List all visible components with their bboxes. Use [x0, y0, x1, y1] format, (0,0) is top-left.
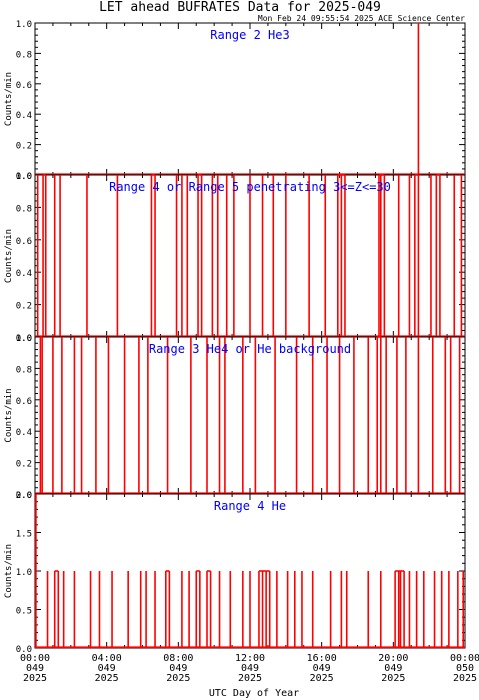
y-tick-label: 0.2 — [16, 460, 32, 470]
y-tick-label: 0.6 — [16, 237, 32, 247]
y-tick-label: 0.8 — [16, 365, 32, 375]
chart-panel: 0.0 0.2 0.4 0.6 0.8 1.0 Counts/min Range 4 or R… — [4, 172, 466, 344]
x-tick-label-time: 08:00 — [163, 653, 193, 664]
x-tick-label-doy: 050 — [456, 663, 474, 674]
panel-frame — [34, 22, 466, 176]
y-axis-label: Counts/min — [4, 229, 14, 283]
y-axis-label: Counts/min — [4, 544, 14, 598]
x-axis-label: UTC Day of Year — [209, 688, 299, 699]
x-tick-label-year: 2025 — [166, 673, 190, 684]
y-tick-label: 0.4 — [16, 269, 32, 279]
y-tick-label: 1.5 — [16, 530, 32, 540]
panel-title: Range 4 or Range 5 penetrating 3<=Z<=30 — [109, 180, 391, 194]
x-tick-label-time: 00:00 — [20, 653, 50, 664]
x-axis: 00:00049202504:00049202508:00049202512:0… — [20, 653, 479, 684]
x-tick-label-year: 2025 — [23, 673, 47, 684]
x-tick-label-time: 20:00 — [378, 653, 408, 664]
series-data — [35, 174, 465, 338]
y-tick-label: 0.8 — [16, 204, 32, 214]
y-tick-label: 0.6 — [16, 81, 32, 91]
panel-title: Range 3 He4 or He background — [149, 342, 351, 356]
y-tick-label: 0.0 — [16, 491, 32, 501]
panel-title: Range 2 He3 — [210, 28, 289, 42]
y-tick-label: 0.4 — [16, 111, 32, 121]
chart-panel: 0.0 0.2 0.4 0.6 0.8 1.0 Counts/min Range 2 He3 — [4, 20, 466, 182]
y-tick-label: 0.8 — [16, 50, 32, 60]
x-tick-label-doy: 049 — [241, 663, 259, 674]
panel-frame — [34, 336, 466, 495]
x-tick-label-doy: 049 — [384, 663, 402, 674]
x-tick-label-time: 00:00 — [450, 653, 479, 664]
x-tick-label-time: 12:00 — [235, 653, 265, 664]
x-tick-label-year: 2025 — [381, 673, 405, 684]
x-tick-label-time: 04:00 — [92, 653, 122, 664]
y-tick-label: 0.2 — [16, 142, 32, 152]
chart-panel: 0.0 0.2 0.4 0.6 0.8 1.0 Counts/min Range 3 He4 … — [4, 334, 466, 501]
y-tick-label: 0.0 — [16, 172, 32, 182]
series-data — [35, 494, 465, 649]
chart-title: LET ahead BUFRATES Data for 2025-049 — [99, 0, 381, 15]
y-axis-label: Counts/min — [4, 388, 14, 442]
x-tick-label-doy: 049 — [313, 663, 331, 674]
y-tick-label: 0.4 — [16, 428, 32, 438]
y-tick-label: 0.0 — [16, 645, 32, 655]
series-data — [35, 23, 465, 175]
x-tick-label-doy: 049 — [98, 663, 116, 674]
y-tick-label: 0.2 — [16, 302, 32, 312]
chart-panel: 0.0 0.5 1.0 1.5 2.0 Counts/min Range 4 He — [4, 491, 466, 655]
y-tick-label: 0.0 — [16, 334, 32, 344]
y-tick-label: 1.0 — [16, 172, 32, 182]
y-tick-label: 0.6 — [16, 397, 32, 407]
panel-title: Range 4 He — [214, 499, 286, 513]
x-tick-label-doy: 049 — [169, 663, 187, 674]
y-tick-label: 0.5 — [16, 607, 32, 617]
y-tick-label: 2.0 — [16, 491, 32, 501]
y-tick-label: 1.0 — [16, 20, 32, 30]
series-data — [35, 336, 465, 495]
x-tick-label-time: 16:00 — [307, 653, 337, 664]
x-tick-label-year: 2025 — [310, 673, 334, 684]
y-tick-label: 1.0 — [16, 334, 32, 344]
x-tick-label-year: 2025 — [95, 673, 119, 684]
y-tick-label: 1.0 — [16, 568, 32, 578]
x-tick-label-doy: 049 — [26, 663, 44, 674]
y-axis-label: Counts/min — [4, 72, 14, 126]
x-tick-label-year: 2025 — [238, 673, 262, 684]
x-tick-label-year: 2025 — [453, 673, 477, 684]
chart-timestamp: Mon Feb 24 09:55:54 2025 ACE Science Cen… — [258, 14, 465, 23]
